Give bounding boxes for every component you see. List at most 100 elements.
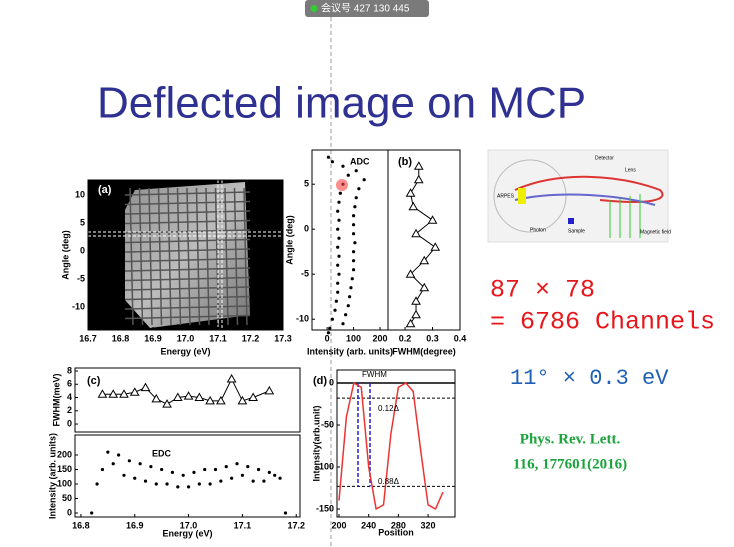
adc-point — [330, 160, 334, 164]
adc-point — [336, 227, 340, 231]
x-axis-label: Energy (eV) — [160, 346, 210, 356]
y-tick-label: 50 — [62, 493, 72, 503]
y-axis-label: Intensity (arb. units) — [47, 433, 57, 519]
edc-point — [246, 465, 250, 469]
level-label: 0.88Δ — [378, 477, 400, 486]
fwhm-marker — [419, 282, 430, 292]
edc-point — [224, 465, 228, 469]
mesh-line — [124, 257, 251, 263]
fwhm-marker — [194, 392, 205, 402]
y-axis-label: Angle (deg) — [284, 215, 294, 265]
adc-point — [337, 236, 341, 240]
y-tick-label: 4 — [67, 392, 72, 402]
y-tick-label: 5 — [80, 217, 85, 227]
x-axis-label: Energy (eV) — [162, 528, 212, 538]
fwhm-marker — [419, 255, 430, 265]
mesh-line — [124, 276, 251, 282]
adc-point — [354, 196, 358, 200]
y-tick-label: 2 — [67, 405, 72, 415]
edc-point — [106, 450, 110, 454]
adc-point — [336, 263, 340, 267]
edc-point — [149, 465, 153, 469]
mesh-line — [148, 187, 153, 326]
y-tick-label: 0 — [80, 245, 85, 255]
fwhm-marker — [183, 391, 194, 400]
diagram-label: Magnetic field — [640, 229, 671, 235]
x-tick-label: 0.4 — [454, 333, 467, 343]
adc-point — [353, 205, 357, 209]
x-tick-label: 17.0 — [180, 520, 198, 530]
panel-label: (d) — [313, 375, 327, 387]
x-tick-label: 17.3 — [274, 333, 292, 343]
y-tick-label: 6 — [67, 379, 72, 389]
fwhm-marker — [172, 392, 183, 402]
mesh-line — [205, 187, 210, 326]
adc-point — [326, 331, 331, 335]
edc-point — [133, 476, 137, 480]
x-tick-label: 320 — [421, 520, 436, 530]
adc-point — [341, 164, 345, 168]
y-tick-label: 0 — [67, 418, 72, 428]
field-lines — [609, 194, 641, 238]
fwhm-marker — [97, 389, 108, 398]
fwhm-line — [102, 377, 270, 405]
edc-point — [90, 511, 94, 515]
mesh-line — [124, 314, 251, 320]
adc-point — [351, 232, 356, 236]
y-tick-label: -5 — [301, 269, 309, 279]
edc-point — [283, 511, 288, 515]
y-axis-label: Intensity(arb.unit) — [311, 405, 321, 481]
citation: Phys. Rev. Lett. — [520, 431, 621, 447]
sample — [568, 218, 574, 224]
y-tick-label: 8 — [67, 365, 72, 375]
diagram-label: ARPES — [497, 193, 515, 199]
beam-path — [514, 193, 656, 206]
plot-frame — [74, 434, 301, 518]
edc-point — [267, 470, 271, 475]
x-tick-label: 0.3 — [426, 333, 439, 343]
adc-point — [349, 286, 353, 290]
y-tick-label: 10 — [75, 189, 85, 199]
fwhm-marker — [162, 399, 172, 408]
mesh-line — [124, 238, 251, 244]
adc-point — [336, 290, 340, 294]
adc-point — [337, 272, 341, 276]
adc-point — [357, 187, 361, 191]
channel-count: 87 × 78 — [490, 276, 595, 305]
x-axis-label: Position — [378, 527, 414, 537]
status-dot — [310, 5, 318, 12]
fwhm-marker — [205, 395, 215, 405]
fwhm-marker — [405, 318, 416, 328]
y-tick-label: -5 — [77, 273, 85, 283]
y-tick-label: -10 — [72, 301, 85, 311]
adc-point — [336, 245, 340, 249]
resolution: 11° × 0.3 eV — [510, 366, 669, 391]
x-tick-label: 17.2 — [242, 333, 260, 343]
intensity-curve — [338, 382, 444, 510]
meeting-badge: 会议号 427 130 445 — [321, 2, 410, 15]
fwhm-marker — [226, 373, 237, 383]
adc-point — [346, 304, 350, 308]
edc-point — [181, 473, 185, 477]
y-axis-label: Angle (deg) — [60, 230, 70, 280]
y-tick-label: 0 — [304, 224, 309, 234]
adc-point — [328, 326, 332, 330]
fwhm-marker — [411, 309, 421, 319]
x-tick-label: 240 — [361, 520, 376, 530]
y-tick-label: -50 — [321, 419, 334, 429]
y-tick-label: 0 — [67, 507, 72, 517]
diagram-label: Lens — [625, 167, 636, 173]
y-tick-label: 100 — [57, 478, 72, 488]
plot-frame — [387, 149, 461, 331]
mesh-line — [124, 219, 251, 225]
plot-frame — [74, 367, 301, 433]
diagram-label: Detector — [595, 155, 614, 161]
edc-point — [122, 473, 126, 477]
y-tick-label: 150 — [57, 464, 72, 474]
diagram-label: Sample — [568, 228, 585, 234]
panel-label: (b) — [398, 156, 412, 168]
y-axis-label: FWHM(meV) — [51, 374, 61, 427]
fwhm-marker — [405, 269, 416, 278]
fwhm-marker — [408, 201, 419, 211]
mesh-line — [124, 295, 251, 301]
